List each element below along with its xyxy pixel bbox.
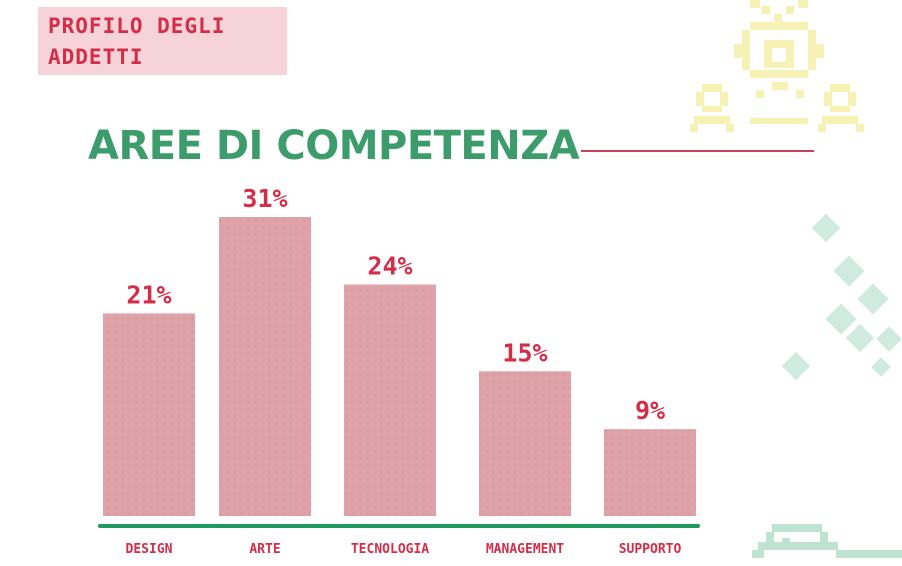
category-label-arte: ARTE [249, 542, 280, 557]
header-box: PROFILO DEGLI ADDETTI [38, 7, 287, 75]
bar-texture-tecnologia [344, 284, 436, 516]
category-label-tecnologia: TECNOLOGIA [351, 542, 429, 557]
pixel-diamond-decoration [781, 213, 902, 381]
category-label-supporto: SUPPORTO [619, 542, 682, 557]
bar-texture-supporto [604, 429, 696, 516]
value-label-supporto: 9% [635, 396, 665, 425]
value-label-tecnologia: 24% [367, 252, 412, 281]
category-label-design: DESIGN [126, 542, 173, 557]
category-label-management: MANAGEMENT [486, 542, 564, 557]
pixel-corner-decoration [752, 524, 902, 558]
bar-texture-design [103, 313, 195, 516]
bar-texture-management [479, 371, 571, 516]
header-line-2: ADDETTI [48, 45, 144, 69]
value-label-arte: 31% [242, 184, 287, 213]
value-label-design: 21% [126, 280, 171, 309]
chart-title: AREE DI COMPETENZA [88, 123, 580, 169]
header-line-1: PROFILO DEGLI [48, 14, 226, 38]
value-label-management: 15% [502, 338, 547, 367]
bars-group: 21% DESIGN 31% ARTE 24% TECNOLOGIA 15% MANAGEME… [103, 184, 696, 557]
title-divider [581, 150, 814, 152]
bar-texture-arte [219, 217, 311, 516]
team-gear-icon [690, 0, 864, 132]
